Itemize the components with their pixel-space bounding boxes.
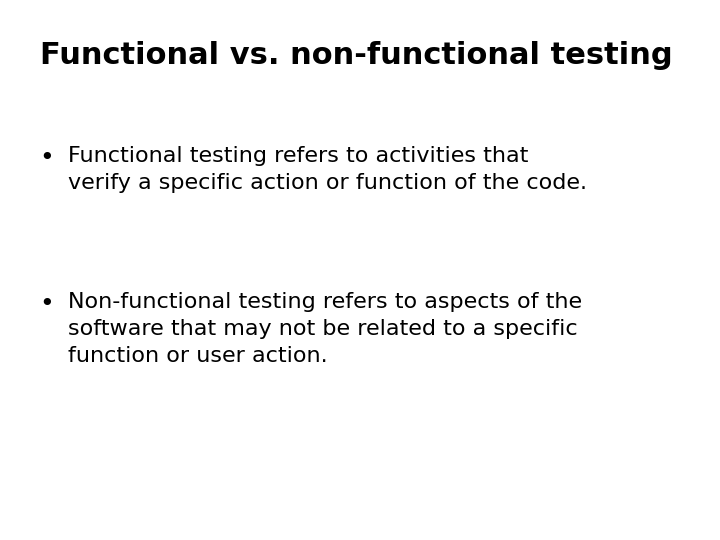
Text: •: • <box>40 146 54 170</box>
Text: Functional testing refers to activities that
verify a specific action or functio: Functional testing refers to activities … <box>68 146 588 193</box>
Text: Non-functional testing refers to aspects of the
software that may not be related: Non-functional testing refers to aspects… <box>68 292 582 366</box>
Text: Functional vs. non-functional testing: Functional vs. non-functional testing <box>40 40 672 70</box>
Text: •: • <box>40 292 54 315</box>
